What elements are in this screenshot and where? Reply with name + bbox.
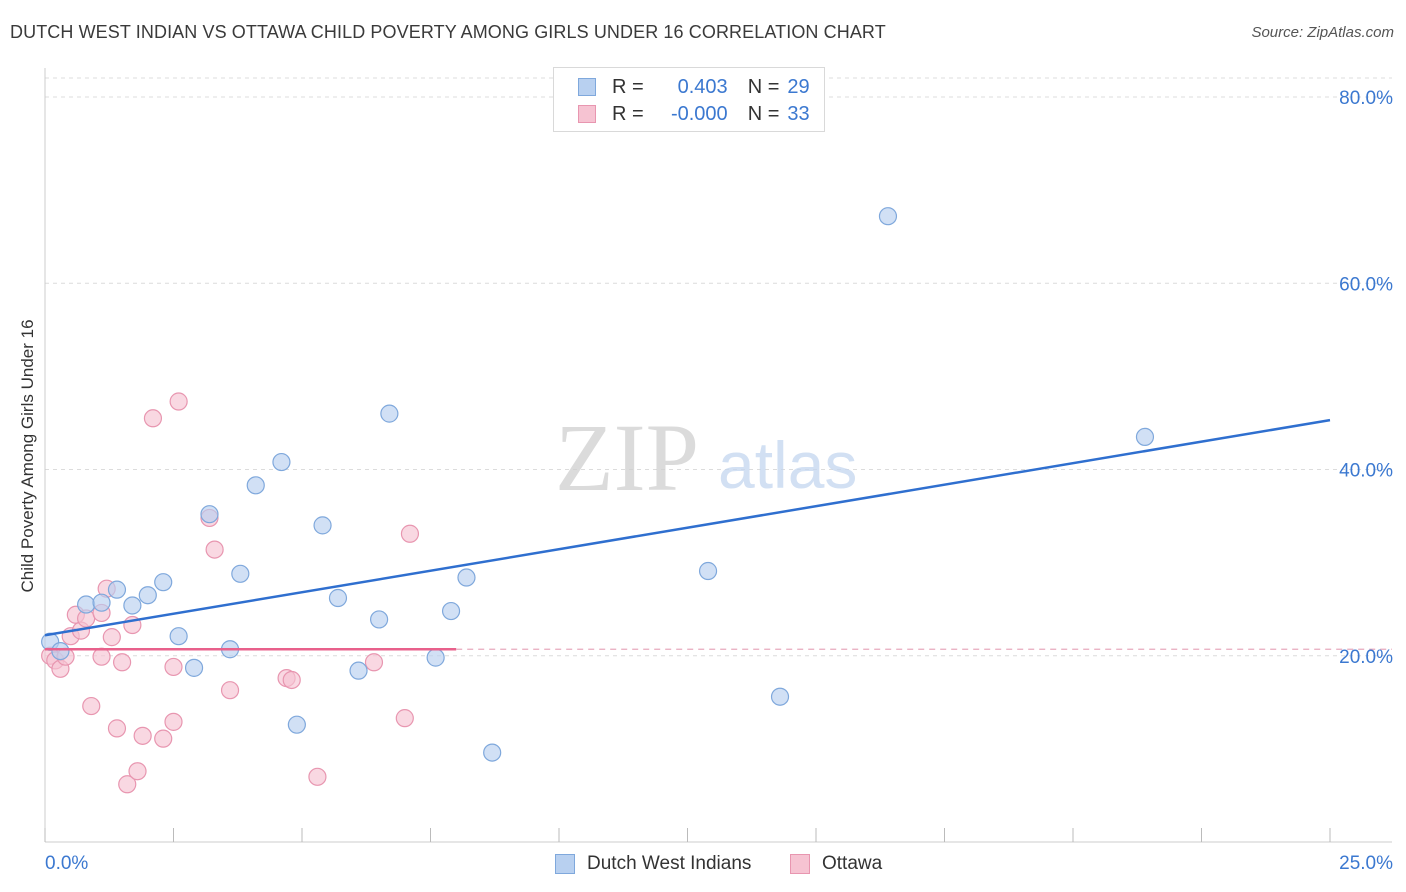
- point-ottawa: [154, 729, 173, 748]
- point-ottawa: [133, 726, 152, 745]
- point-dutch-west-indians: [169, 627, 188, 646]
- bottom-legend-series-1: Dutch West Indians: [555, 850, 751, 878]
- y-axis-label: Child Poverty Among Girls Under 16: [18, 319, 37, 592]
- trend-layer: [44, 418, 1392, 651]
- point-ottawa: [308, 767, 327, 786]
- point-dutch-west-indians: [246, 476, 265, 495]
- n-value: 29: [787, 75, 810, 98]
- point-ottawa: [102, 628, 121, 647]
- bottom-legend-series-2: Ottawa: [790, 850, 882, 878]
- r-label: R =: [612, 102, 644, 125]
- source-label: Source: ZipAtlas.com: [1251, 24, 1394, 41]
- point-dutch-west-indians: [231, 564, 250, 583]
- point-dutch-west-indians: [328, 588, 348, 608]
- point-ottawa: [169, 392, 188, 411]
- point-dutch-west-indians: [483, 743, 502, 762]
- point-ottawa: [82, 696, 101, 716]
- legend-swatch-pink: [790, 854, 810, 874]
- point-ottawa: [220, 681, 240, 700]
- point-dutch-west-indians: [349, 661, 368, 680]
- point-dutch-west-indians: [77, 595, 96, 614]
- point-ottawa: [164, 712, 183, 731]
- point-dutch-west-indians: [138, 586, 157, 605]
- point-dutch-west-indians: [184, 658, 204, 677]
- n-label: N =: [747, 75, 780, 98]
- point-dutch-west-indians: [287, 715, 306, 734]
- y-tick-label: 20.0%: [1339, 647, 1393, 668]
- point-dutch-west-indians: [380, 404, 399, 423]
- point-ottawa: [400, 524, 420, 543]
- y-tick-label: 40.0%: [1339, 461, 1393, 482]
- stats-legend-row-1: R = 0.403 N = 29: [578, 74, 810, 100]
- point-dutch-west-indians: [154, 573, 173, 592]
- point-ottawa: [143, 409, 163, 428]
- r-label: R =: [612, 75, 644, 98]
- watermark-atlas: atlas: [718, 428, 857, 502]
- n-value: 33: [787, 102, 810, 125]
- legend-label-ottawa: Ottawa: [822, 853, 883, 874]
- point-ottawa: [118, 775, 137, 794]
- watermark-zip: ZIP: [555, 404, 699, 511]
- legend-swatch-pink: [578, 105, 596, 123]
- r-value: -0.000: [670, 102, 728, 125]
- point-dutch-west-indians: [770, 687, 790, 706]
- y-tick-label: 60.0%: [1339, 274, 1393, 295]
- point-dutch-west-indians: [441, 601, 461, 621]
- point-dutch-west-indians: [426, 648, 445, 667]
- x-tick-label: 25.0%: [1339, 853, 1393, 874]
- stats-legend-row-2: R = -0.000 N = 33: [578, 101, 810, 127]
- watermark: ZIP atlas: [555, 404, 857, 511]
- point-ottawa: [92, 647, 111, 666]
- labels-layer: 20.0% 40.0% 60.0% 80.0% 0.0% 25.0% Child Pover…: [18, 88, 1393, 874]
- point-dutch-west-indians: [698, 561, 718, 581]
- point-dutch-west-indians: [457, 568, 476, 587]
- stats-legend: R = 0.403 N = 29 R = -0.000 N = 33: [553, 67, 825, 132]
- trendline-dutch-west-indians: [44, 418, 1331, 637]
- point-dutch-west-indians: [51, 641, 70, 661]
- point-dutch-west-indians: [272, 452, 291, 472]
- y-tick-label: 80.0%: [1339, 88, 1393, 109]
- point-ottawa: [205, 540, 224, 559]
- point-dutch-west-indians: [92, 593, 111, 612]
- x-tick-label: 0.0%: [45, 853, 88, 874]
- point-dutch-west-indians: [1135, 427, 1155, 447]
- point-dutch-west-indians: [878, 207, 898, 226]
- point-ottawa: [112, 653, 132, 672]
- r-value: 0.403: [677, 75, 728, 98]
- point-ottawa: [395, 709, 414, 728]
- legend-label-dutch-west-indians: Dutch West Indians: [587, 853, 752, 874]
- point-ottawa: [364, 653, 384, 672]
- point-ottawa: [107, 719, 127, 738]
- point-dutch-west-indians: [200, 505, 219, 524]
- point-ottawa: [282, 670, 301, 690]
- legend-swatch-blue: [555, 854, 575, 874]
- point-dutch-west-indians: [313, 516, 332, 535]
- point-dutch-west-indians: [107, 580, 127, 599]
- legend-swatch-blue: [578, 78, 596, 96]
- point-ottawa: [164, 657, 183, 677]
- chart-title: DUTCH WEST INDIAN VS OTTAWA CHILD POVERT…: [10, 22, 886, 42]
- point-ottawa: [128, 762, 147, 781]
- n-label: N =: [747, 102, 780, 125]
- point-dutch-west-indians: [370, 610, 389, 629]
- point-dutch-west-indians: [123, 596, 142, 615]
- axes-layer: [44, 68, 1392, 843]
